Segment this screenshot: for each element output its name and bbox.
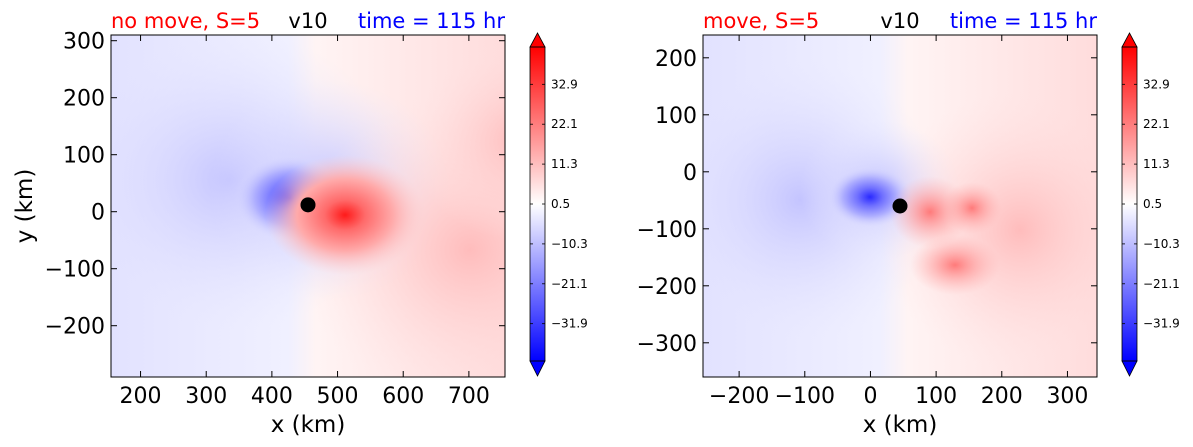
right-x-tick-label: −100 xyxy=(775,384,835,409)
left-title-center: v10 xyxy=(288,9,327,33)
right-x-tick-label: 200 xyxy=(981,384,1023,409)
right-x-tick-label: 0 xyxy=(863,384,877,409)
right-title-right: time = 115 hr xyxy=(950,9,1097,33)
left-x-tick-label: 300 xyxy=(185,384,227,409)
right-colorbar: 32.9 22.1 11.3 0.5 −10.3 −21.1 −31.9 xyxy=(1121,32,1180,377)
left-y-tick-label: 300 xyxy=(63,30,105,55)
right-colorbar-tick-label: 11.3 xyxy=(1143,157,1170,171)
right-contour-field xyxy=(703,35,1097,377)
left-title-right: time = 115 hr xyxy=(358,9,505,33)
left-plot-frame xyxy=(110,34,506,378)
left-colorbar-tick-label: 11.3 xyxy=(551,157,578,171)
left-y-tick-label: 100 xyxy=(63,144,105,169)
left-title-left: no move, S=5 xyxy=(111,9,260,33)
left-colorbar-tick-label: 32.9 xyxy=(551,77,578,91)
right-colorbar-tick-label: −10.3 xyxy=(1143,237,1180,251)
right-colorbar-tick-label: 0.5 xyxy=(1143,197,1162,211)
left-axis-ticks: 200 300 400 500 600 700 −200 −100 0 100 200 300 xyxy=(45,30,505,409)
left-y-axis-label: y (km) xyxy=(12,169,38,244)
right-y-tick-label: 100 xyxy=(655,104,697,129)
right-title-center: v10 xyxy=(880,9,919,33)
left-x-tick-label: 200 xyxy=(120,384,162,409)
right-y-tick-label: −300 xyxy=(637,332,697,357)
right-colorbar-tick-label: −21.1 xyxy=(1143,277,1180,291)
right-x-tick-label: −200 xyxy=(709,384,769,409)
left-y-tick-label: −200 xyxy=(45,315,105,340)
left-y-tick-label: 0 xyxy=(91,201,105,226)
right-title-left: move, S=5 xyxy=(703,9,819,33)
left-y-tick-label: 200 xyxy=(63,87,105,112)
right-plot-frame xyxy=(702,34,1098,378)
left-x-tick-label: 600 xyxy=(382,384,424,409)
right-colorbar-tick-label: 32.9 xyxy=(1143,77,1170,91)
right-y-tick-label: −100 xyxy=(637,218,697,243)
left-y-tick-label: −100 xyxy=(45,258,105,283)
right-x-tick-label: 300 xyxy=(1046,384,1088,409)
left-colorbar: 32.9 22.1 11.3 0.5 −10.3 −21.1 −31.9 xyxy=(529,32,588,377)
right-center-marker xyxy=(892,198,908,214)
right-y-tick-label: 0 xyxy=(683,161,697,186)
left-x-axis-label: x (km) xyxy=(271,412,346,438)
right-x-tick-label: 100 xyxy=(915,384,957,409)
left-colorbar-tick-label: 0.5 xyxy=(551,197,570,211)
left-x-tick-label: 400 xyxy=(251,384,293,409)
left-panel: 200 300 400 500 600 700 −200 −100 0 100 200 300 no … xyxy=(12,9,588,438)
left-contour-field xyxy=(111,35,505,377)
right-y-tick-label: −200 xyxy=(637,275,697,300)
right-x-axis-label: x (km) xyxy=(863,412,938,438)
left-x-tick-label: 500 xyxy=(317,384,359,409)
left-colorbar-tick-label: −10.3 xyxy=(551,237,588,251)
left-colorbar-tick-label: 22.1 xyxy=(551,117,578,131)
right-colorbar-tick-label: −31.9 xyxy=(1143,317,1180,331)
right-colorbar-tick-label: 22.1 xyxy=(1143,117,1170,131)
left-center-marker xyxy=(300,197,316,213)
left-colorbar-tick-label: −31.9 xyxy=(551,317,588,331)
left-colorbar-tick-label: −21.1 xyxy=(551,277,588,291)
right-y-tick-label: 200 xyxy=(655,47,697,72)
left-x-tick-label: 700 xyxy=(448,384,490,409)
